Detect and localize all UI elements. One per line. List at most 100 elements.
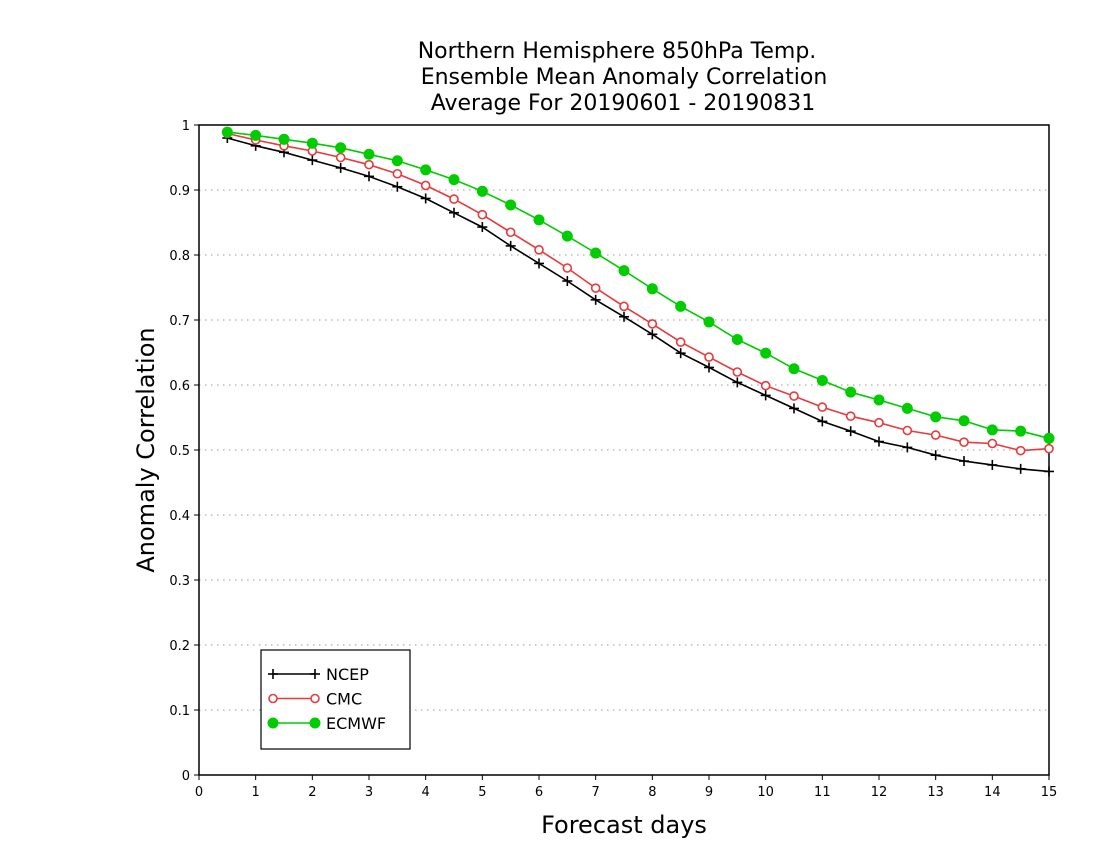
series-cmc-point <box>335 152 346 163</box>
legend-item-cmc: CMC <box>268 690 362 709</box>
x-tick-label: 10 <box>757 785 774 800</box>
x-tick-label: 3 <box>365 785 373 800</box>
legend-label: NCEP <box>326 665 369 684</box>
series-cmc-point <box>902 425 913 436</box>
x-tick-label: 11 <box>814 785 831 800</box>
title-line-2: Ensemble Mean Anomaly Correlation <box>421 65 828 90</box>
series-ncep-point <box>845 426 856 437</box>
x-tick-label: 8 <box>648 785 656 800</box>
series-cmc-point <box>1044 443 1054 454</box>
series-ncep-point <box>420 193 431 204</box>
series-cmc-point <box>477 209 488 220</box>
series-ncep-point <box>789 403 799 414</box>
legend-item-ecmwf: ECMWF <box>267 714 386 733</box>
y-tick-label: 0.8 <box>169 249 190 264</box>
series-ecmwf-point <box>335 142 347 154</box>
series-cmc-point <box>987 438 998 449</box>
y-tick-label: 0 <box>182 769 190 784</box>
series-ecmwf-point <box>505 199 517 211</box>
series-ecmwf-point <box>1043 432 1055 444</box>
series-cmc-point <box>392 168 403 179</box>
x-tick-label: 15 <box>1041 785 1058 800</box>
y-tick-label: 0.7 <box>169 314 190 329</box>
y-tick-label: 0.1 <box>169 704 190 719</box>
series-ncep-point <box>307 155 318 166</box>
series-ncep-point <box>534 258 544 269</box>
series-ncep-point <box>817 416 828 427</box>
series-ecmwf-point <box>250 129 262 141</box>
legend-marker-end <box>310 669 320 679</box>
series-ncep-point <box>930 450 941 461</box>
x-tick-label: 4 <box>422 785 430 800</box>
series-ecmwf-point <box>363 148 375 160</box>
series-ncep-point <box>959 456 969 467</box>
series-ecmwf <box>221 126 1055 444</box>
series-cmc-point <box>590 283 601 293</box>
series-layer <box>221 126 1055 477</box>
x-tick-label: 5 <box>478 785 486 800</box>
series-ecmwf-point <box>816 374 828 386</box>
series-ecmwf-point <box>448 174 460 186</box>
series-cmc-point <box>534 245 544 255</box>
series-ecmwf-point <box>788 363 800 375</box>
x-tick-label: 2 <box>308 785 316 800</box>
series-cmc-point <box>420 180 431 191</box>
x-axis-label: Forecast days <box>541 811 707 839</box>
x-tick-label: 14 <box>984 785 1001 800</box>
series-ncep-point <box>704 362 714 373</box>
series-cmc-point <box>959 437 969 448</box>
title-line-1: Northern Hemisphere 850hPa Temp. <box>418 39 817 64</box>
axis-ticks: 00.10.20.30.40.50.60.70.80.910 1 2 3 4 5 6 7 8 9 1… <box>169 119 1057 800</box>
legend-marker-start <box>267 717 279 729</box>
y-tick-label: 0.9 <box>169 184 190 199</box>
legend-label: ECMWF <box>326 714 386 733</box>
series-ecmwf-point <box>306 137 318 149</box>
series-cmc-point <box>760 380 771 391</box>
legend-marker-end <box>310 693 320 704</box>
y-tick-label: 0.2 <box>169 639 190 654</box>
series-ecmwf-point <box>930 411 942 423</box>
series-cmc <box>222 128 1054 456</box>
series-cmc-point <box>845 411 856 422</box>
series-cmc-point <box>647 319 658 329</box>
x-tick-label: 0 <box>195 785 203 800</box>
y-tick-label: 0.3 <box>169 574 190 589</box>
series-ncep-point <box>1044 466 1054 477</box>
series-ncep-point <box>590 294 601 305</box>
series-ncep-point <box>562 276 573 286</box>
series-cmc-point <box>732 367 743 377</box>
series-ncep-point <box>675 348 686 359</box>
series-cmc-point <box>364 159 374 170</box>
y-tick-label: 0.4 <box>169 509 190 524</box>
series-ecmwf-point <box>618 265 630 277</box>
series-cmc-point <box>562 263 573 273</box>
legend-item-ncep: NCEP <box>268 665 369 684</box>
series-ncep-point <box>335 162 346 173</box>
y-tick-label: 0.6 <box>169 379 190 394</box>
series-ecmwf-point <box>958 415 970 427</box>
series-ecmwf-point <box>901 402 913 414</box>
legend-marker-start <box>268 669 278 679</box>
legend-marker-end <box>309 717 321 729</box>
series-ecmwf-point <box>476 185 488 197</box>
y-tick-label: 1 <box>182 119 190 134</box>
series-ncep-point <box>477 222 488 233</box>
series-ecmwf-point <box>703 316 715 328</box>
series-ecmwf-point <box>675 300 687 312</box>
title-line-3: Average For 20190601 - 20190831 <box>431 91 816 116</box>
series-cmc-line <box>227 132 1050 452</box>
series-cmc-point <box>675 337 686 347</box>
series-ecmwf-point <box>278 133 290 145</box>
series-ecmwf-point <box>561 230 573 242</box>
legend-marker-start <box>268 693 278 704</box>
y-tick-label: 0.5 <box>169 444 190 459</box>
series-cmc-point <box>619 301 629 312</box>
series-cmc-point <box>789 391 799 401</box>
series-ncep <box>222 133 1054 477</box>
series-ecmwf-point <box>760 347 772 359</box>
series-ecmwf-point <box>420 164 432 176</box>
legend-items: NCEP CMC ECMWF <box>267 665 386 733</box>
series-cmc-point <box>449 194 459 204</box>
series-ecmwf-point <box>845 386 857 398</box>
series-ncep-point <box>760 390 771 401</box>
